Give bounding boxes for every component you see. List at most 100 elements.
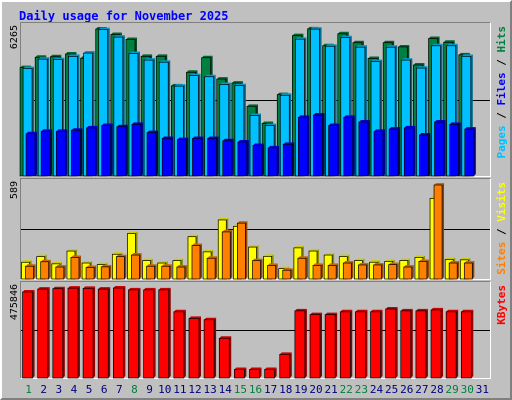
bar-side — [277, 145, 280, 176]
bar-top — [446, 309, 459, 312]
bar-top — [147, 130, 159, 133]
bar-top — [131, 253, 142, 256]
bar-sites-day-5 — [85, 265, 97, 280]
bar-top — [343, 261, 354, 264]
bar-face — [158, 289, 170, 379]
bar-top — [283, 142, 295, 145]
bar-top — [449, 261, 460, 264]
bar-face — [403, 266, 413, 280]
bar-face — [188, 318, 200, 379]
bar-top — [400, 308, 413, 311]
bar-pages-day-4 — [71, 128, 83, 177]
bar-side — [410, 308, 413, 378]
bar-top — [37, 287, 50, 290]
legend-entry: Sites — [495, 242, 508, 275]
bar-top — [113, 35, 125, 38]
bar-sites-day-19 — [297, 256, 308, 280]
bar-top — [234, 367, 247, 370]
bar-face — [131, 254, 140, 280]
bar-kbytes-day-21 — [324, 312, 338, 379]
bar-side — [381, 262, 384, 279]
bar-pages-day-9 — [146, 130, 159, 177]
bar-kbytes-day-15 — [234, 367, 247, 379]
bar-face — [282, 143, 293, 177]
bar-kbytes-day-1 — [22, 289, 35, 379]
bar-face — [116, 126, 127, 177]
bar-sites-day-4 — [70, 255, 81, 280]
bar-side — [262, 143, 264, 176]
bar-sites-day-12 — [191, 243, 202, 280]
bar-pages-day-6 — [101, 123, 113, 177]
bar-top — [55, 265, 66, 268]
bar-face — [355, 311, 366, 379]
bar-top — [398, 44, 410, 47]
legend-entry: Hits — [495, 26, 508, 53]
bar-top — [265, 123, 277, 126]
bar-face — [448, 262, 458, 280]
bar-top — [231, 81, 243, 84]
bar-sites-day-1 — [25, 264, 36, 280]
bar-face — [445, 311, 457, 379]
bar-top — [413, 63, 425, 66]
bar-top — [355, 309, 368, 312]
bar-side — [33, 264, 36, 279]
bar-top — [125, 37, 137, 40]
bar-side — [109, 264, 112, 279]
x-label-day-20: 20 — [309, 383, 322, 396]
bar-top — [116, 124, 128, 127]
bar-pages-day-23 — [358, 120, 370, 177]
bar-kbytes-day-22 — [339, 309, 353, 379]
bar-face — [203, 319, 215, 379]
x-label-day-6: 6 — [101, 383, 108, 396]
bar-face — [313, 114, 323, 177]
bar-kbytes-day-26 — [400, 308, 413, 379]
bar-top — [144, 58, 156, 61]
bar-top — [262, 121, 274, 124]
bar-top — [98, 287, 111, 290]
x-label-day-1: 1 — [25, 383, 32, 396]
bar-top — [71, 128, 83, 131]
bar-side — [198, 316, 201, 378]
bar-sites-day-15 — [237, 221, 248, 280]
bar-side — [35, 131, 38, 176]
bar-face — [161, 265, 171, 280]
bar-side — [290, 268, 293, 279]
bar-side — [413, 125, 416, 176]
bar-face — [222, 140, 233, 177]
bar-side — [259, 367, 262, 378]
bar-side — [125, 124, 128, 176]
bar-side — [140, 122, 143, 176]
x-label-day-5: 5 — [86, 383, 93, 396]
x-label-day-30: 30 — [461, 383, 474, 396]
bar-top — [358, 262, 369, 265]
bar-top — [339, 254, 350, 257]
bar-sites-day-18 — [282, 268, 293, 280]
series-sites — [25, 183, 475, 280]
bar-kbytes-day-7 — [112, 286, 126, 379]
bar-top — [204, 74, 216, 77]
bar-top — [399, 258, 410, 261]
bar-side — [229, 336, 232, 378]
bar-side — [154, 264, 157, 279]
bar-top — [443, 40, 455, 43]
bar-kbytes-day-27 — [415, 308, 428, 379]
series-pages — [25, 112, 476, 177]
bar-side — [80, 128, 83, 176]
bar-top — [464, 127, 476, 130]
panel-edge-light — [20, 22, 491, 177]
bar-top — [418, 259, 429, 262]
bar-face — [309, 314, 321, 379]
bar-side — [78, 255, 81, 279]
bar-side — [110, 123, 113, 176]
bar-top — [36, 254, 47, 257]
bar-side — [245, 221, 248, 279]
bar-top — [222, 138, 234, 141]
x-label-day-10: 10 — [158, 383, 171, 396]
panel-kbytes: 475846 — [9, 281, 491, 379]
bar-top — [86, 265, 97, 268]
bar-top — [146, 264, 157, 267]
bar-face — [267, 147, 278, 177]
bar-face — [97, 288, 109, 379]
x-label-day-27: 27 — [415, 383, 428, 396]
bar-face — [343, 116, 354, 177]
